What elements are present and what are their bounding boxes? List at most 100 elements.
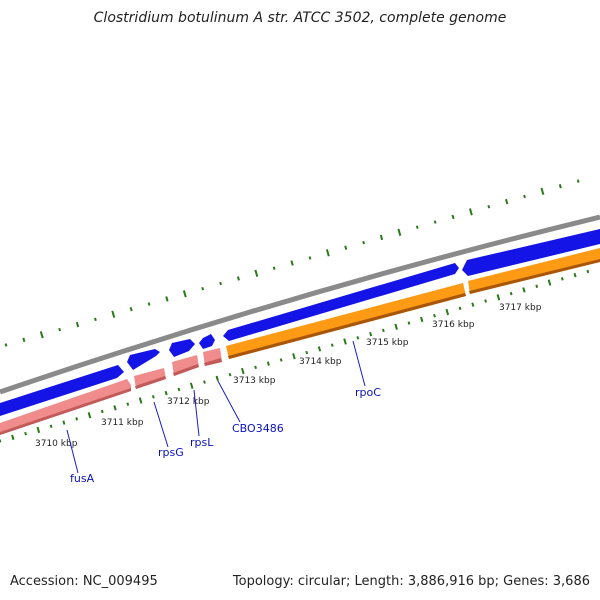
feature-tick (189, 382, 194, 389)
gc-skew-tick (75, 321, 80, 328)
cds-bar-rpoB-orange[interactable] (468, 248, 600, 294)
kbp-label: 3716 kbp (432, 320, 475, 330)
feature-tick (241, 367, 245, 375)
cds-arrow-fusA-segment[interactable] (0, 365, 124, 416)
cds-bar-rpsL[interactable] (172, 355, 199, 376)
cds-arrow-rpoB[interactable] (223, 263, 459, 341)
kbp-label: 3717 kbp (499, 303, 542, 313)
feature-tick (407, 321, 411, 325)
feature-tick (356, 336, 360, 340)
kbp-label: 3715 kbp (366, 338, 409, 348)
feature-tick (279, 358, 283, 362)
gene-label-rpsG[interactable]: rpsG (158, 446, 184, 459)
feature-tick (394, 323, 398, 330)
feature-tick (586, 269, 590, 274)
cds-arrow-rpoC-forward[interactable] (462, 229, 600, 276)
gc-skew-tick (325, 249, 330, 257)
gc-skew-tick (111, 310, 116, 318)
feature-tick (292, 353, 296, 360)
accession-text: Accession: NC_009495 (10, 574, 158, 589)
feature-tick (113, 405, 117, 411)
gc-skew-tick (523, 194, 526, 199)
gc-skew-tick (433, 220, 437, 224)
feature-tick (138, 397, 143, 404)
gc-skew-tick (165, 296, 169, 302)
feature-tick (458, 306, 462, 311)
gc-skew-tick (58, 327, 62, 332)
gc-skew-tick (468, 208, 473, 216)
feature-tick (100, 409, 104, 414)
gc-skew-tick (487, 204, 491, 209)
feature-tick (509, 291, 513, 296)
gene-label-CBO3486[interactable]: CBO3486 (232, 422, 284, 435)
feature-tick (177, 387, 181, 392)
gc-skew-tick (272, 266, 276, 270)
gc-skew-tick (182, 290, 187, 298)
cds-bar-CBO3486-edge (204, 358, 222, 366)
feature-tick (560, 277, 564, 281)
feature-tick-track (0, 269, 590, 443)
cds-arrow-CBO3486[interactable] (199, 334, 215, 349)
orange-cds-track[interactable] (226, 248, 600, 359)
kbp-label: 3711 kbp (101, 418, 144, 428)
cds-bar-rpsG-edge (135, 376, 166, 389)
cds-bar-fusA-edge (0, 388, 131, 435)
gc-skew-tick (308, 256, 312, 260)
feature-tick (433, 314, 436, 318)
feature-tick (75, 417, 79, 421)
gene-label-fusA[interactable]: fusA (70, 472, 95, 485)
gc-skew-tick (558, 184, 562, 189)
cds-arrow-rpsL[interactable] (169, 339, 195, 357)
cds-bar-rpsL-edge (173, 364, 199, 376)
gc-skew-tick (254, 269, 259, 277)
cds-bar-rpoC[interactable] (226, 283, 466, 359)
gc-skew-tick (147, 302, 151, 306)
feature-tick (203, 380, 206, 384)
gc-skew-tick (22, 337, 26, 343)
gc-skew-tick (540, 187, 545, 195)
feature-tick (36, 426, 41, 434)
kbp-label: 3714 kbp (299, 357, 342, 367)
cds-arrow-rpsG[interactable] (127, 349, 160, 370)
gc-skew-tick (236, 276, 240, 281)
feature-tick (215, 375, 219, 382)
gc-skew-tick (290, 260, 294, 266)
feature-tick (305, 350, 309, 355)
kbp-scale: 3710 kbp 3711 kbp 3712 kbp 3713 kbp 3714… (35, 303, 542, 449)
gene-link-rpsL (193, 389, 200, 437)
gc-skew-track (4, 179, 580, 347)
feature-tick (164, 390, 168, 396)
gc-skew-tick (576, 179, 580, 183)
gc-skew-tick (94, 317, 97, 322)
feature-tick (547, 279, 552, 286)
feature-tick (11, 434, 15, 440)
gene-label-rpoC[interactable]: rpoC (355, 386, 381, 399)
pink-cds-track[interactable] (0, 348, 222, 435)
gene-labels[interactable]: fusA rpsG rpsL CBO3486 rpoC (70, 386, 381, 485)
feature-tick (471, 302, 475, 307)
cds-bar-rpoC-edge (228, 293, 466, 359)
gene-link-fusA (66, 429, 79, 474)
feature-tick (445, 308, 450, 316)
gc-skew-tick (451, 214, 455, 220)
feature-tick (343, 338, 347, 345)
gene-link-CBO3486 (217, 380, 241, 423)
genome-summary-text: Topology: circular; Length: 3,886,916 bp… (232, 574, 590, 589)
feature-tick (535, 284, 539, 288)
feature-tick (126, 402, 130, 406)
feature-tick (369, 331, 373, 337)
gc-skew-tick (397, 228, 402, 236)
gc-skew-tick (379, 234, 384, 241)
feature-tick (49, 424, 53, 428)
feature-tick (228, 372, 232, 377)
feature-tick (87, 412, 92, 419)
kbp-label: 3710 kbp (35, 439, 78, 449)
gene-label-rpsL[interactable]: rpsL (190, 436, 214, 449)
feature-tick (254, 365, 257, 370)
kbp-label: 3712 kbp (167, 397, 210, 407)
forward-cds-track[interactable] (0, 229, 600, 416)
gc-skew-tick (201, 286, 205, 291)
feature-tick (484, 299, 487, 303)
gc-skew-tick (219, 281, 222, 286)
